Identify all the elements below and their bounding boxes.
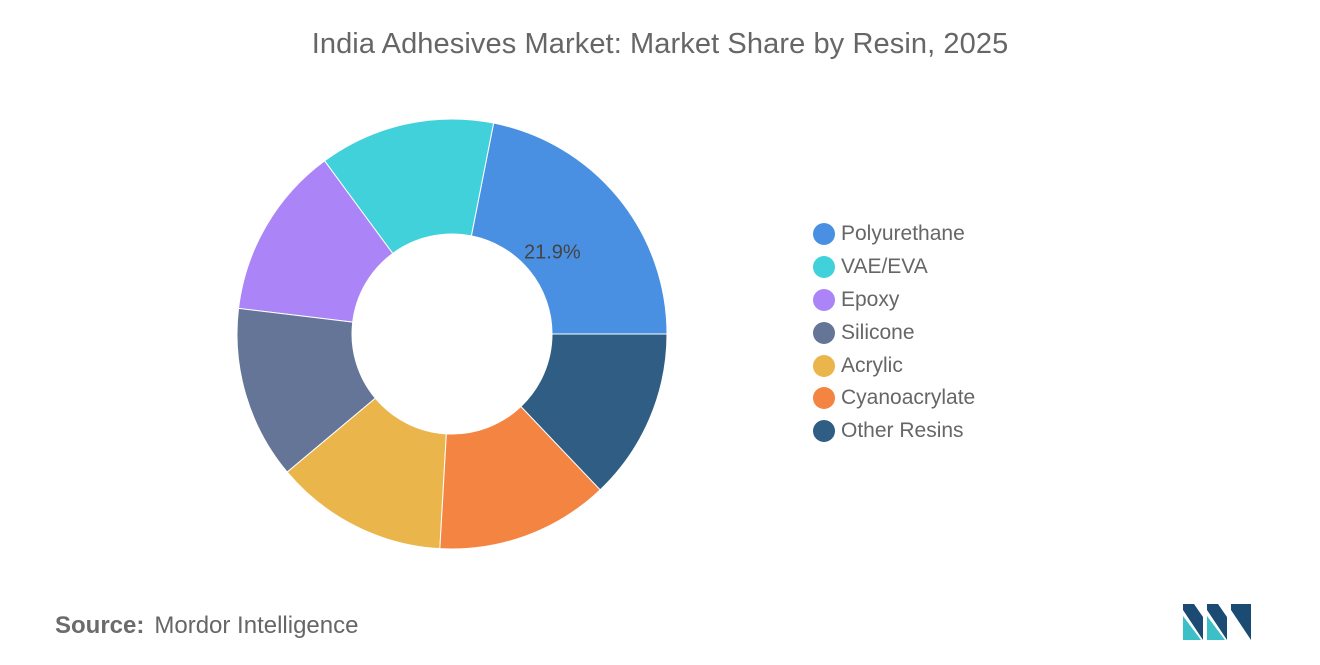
legend-label-vae-eva: VAE/EVA xyxy=(841,255,928,279)
legend-swatch-polyurethane xyxy=(813,223,835,246)
data-label-polyurethane: 21.9% xyxy=(524,242,581,264)
source-label: Source: xyxy=(55,612,145,639)
legend-label-acrylic: Acrylic xyxy=(841,353,903,377)
legend-item-other-resins: Other Resins xyxy=(813,415,975,448)
legend-item-acrylic: Acrylic xyxy=(813,349,975,382)
legend-label-epoxy: Epoxy xyxy=(841,287,900,311)
mordor-intelligence-logo-icon xyxy=(1183,604,1251,640)
legend-label-cyanoacrylate: Cyanoacrylate xyxy=(841,386,976,410)
legend-swatch-vae-eva xyxy=(813,256,835,279)
legend-label-other-resins: Other Resins xyxy=(841,419,964,443)
donut-data-labels: 21.9% xyxy=(524,242,581,264)
slice-acrylic xyxy=(286,397,447,550)
donut-slices xyxy=(236,118,668,550)
slice-other-resins xyxy=(520,333,668,491)
legend-item-vae-eva: VAE/EVA xyxy=(813,251,975,284)
slice-vae-eva xyxy=(323,118,495,255)
legend-item-polyurethane: Polyurethane xyxy=(813,218,975,251)
source-value: Mordor Intelligence xyxy=(154,612,359,639)
chart-legend: Polyurethane VAE/EVA Epoxy Silicone Acrylic C… xyxy=(813,218,975,448)
legend-label-silicone: Silicone xyxy=(841,320,915,344)
chart-title: India Adhesives Market: Market Share by … xyxy=(311,28,1009,60)
legend-item-silicone: Silicone xyxy=(813,316,975,349)
legend-swatch-silicone xyxy=(813,321,835,344)
legend-swatch-other-resins xyxy=(813,420,835,443)
legend-swatch-epoxy xyxy=(813,288,835,311)
legend-item-cyanoacrylate: Cyanoacrylate xyxy=(813,382,975,415)
legend-item-epoxy: Epoxy xyxy=(813,284,975,317)
slice-epoxy xyxy=(237,160,394,323)
slice-silicone xyxy=(236,307,377,473)
slice-cyanoacrylate xyxy=(439,405,601,550)
legend-swatch-cyanoacrylate xyxy=(813,387,835,410)
legend-label-polyurethane: Polyurethane xyxy=(841,222,965,246)
source-note: Source: Mordor Intelligence xyxy=(55,612,358,640)
legend-swatch-acrylic xyxy=(813,354,835,377)
slice-polyurethane xyxy=(470,122,668,335)
